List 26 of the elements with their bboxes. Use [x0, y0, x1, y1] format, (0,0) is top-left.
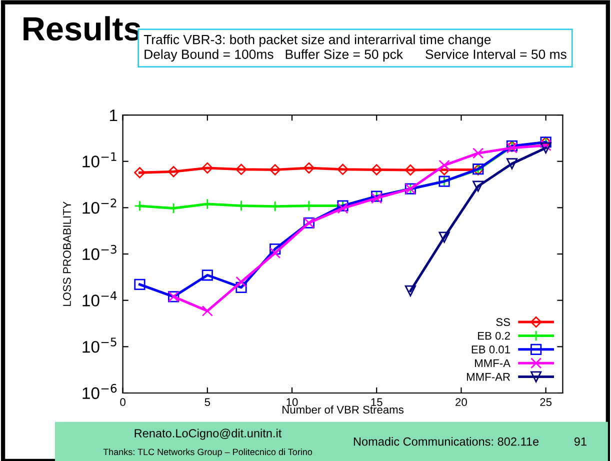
x-tick-label: 10: [286, 398, 298, 406]
y-tick-label: 10$^{−6}$: [82, 384, 117, 400]
x-tick-label: 15: [371, 398, 382, 406]
y-tick-label: 10$^{−2}$: [82, 198, 116, 214]
legend-label: EB 0.2: [478, 332, 510, 340]
chart-subtitle: Traffic VBR-3: both packet size and interarrival time change Delay Bound = 100ms Buffer Size = 50 pck Service Interval = 50 ms: [144, 34, 566, 62]
y-tick-label: 10$^{−3}$: [82, 244, 116, 260]
x-tick-label: 5: [204, 398, 210, 406]
text: Thanks: TLC Networks Group – Politecnico di Torino: [103, 448, 312, 457]
y-tick-label: 10$^{−1}$: [82, 152, 116, 168]
x-tick-label: 20: [456, 398, 467, 406]
y-axis-title: LOSS PROBABILITY: [63, 201, 71, 306]
text: Renato.LoCigno@dit.unitn.it: [134, 428, 282, 440]
y-tick-label: 10$^{−5}$: [82, 338, 116, 353]
x-axis-title: Number of VBR Streams: [282, 405, 404, 414]
x-tick-label: 25: [540, 398, 552, 406]
legend-label: MMF-A: [475, 359, 510, 368]
legend-label: MMF-AR: [466, 373, 510, 381]
legend-label: EB 0.01: [472, 346, 510, 354]
y-tick-label: 10$^{−4}$: [82, 291, 117, 306]
y-tick-label: 1: [110, 110, 118, 122]
x-tick-label: 0: [120, 398, 126, 406]
legend-label: SS: [496, 318, 510, 326]
chart-title: Results: [24, 16, 140, 41]
text: Nomadic Communications: 802.11e: [354, 437, 539, 446]
text: 91: [574, 437, 586, 446]
